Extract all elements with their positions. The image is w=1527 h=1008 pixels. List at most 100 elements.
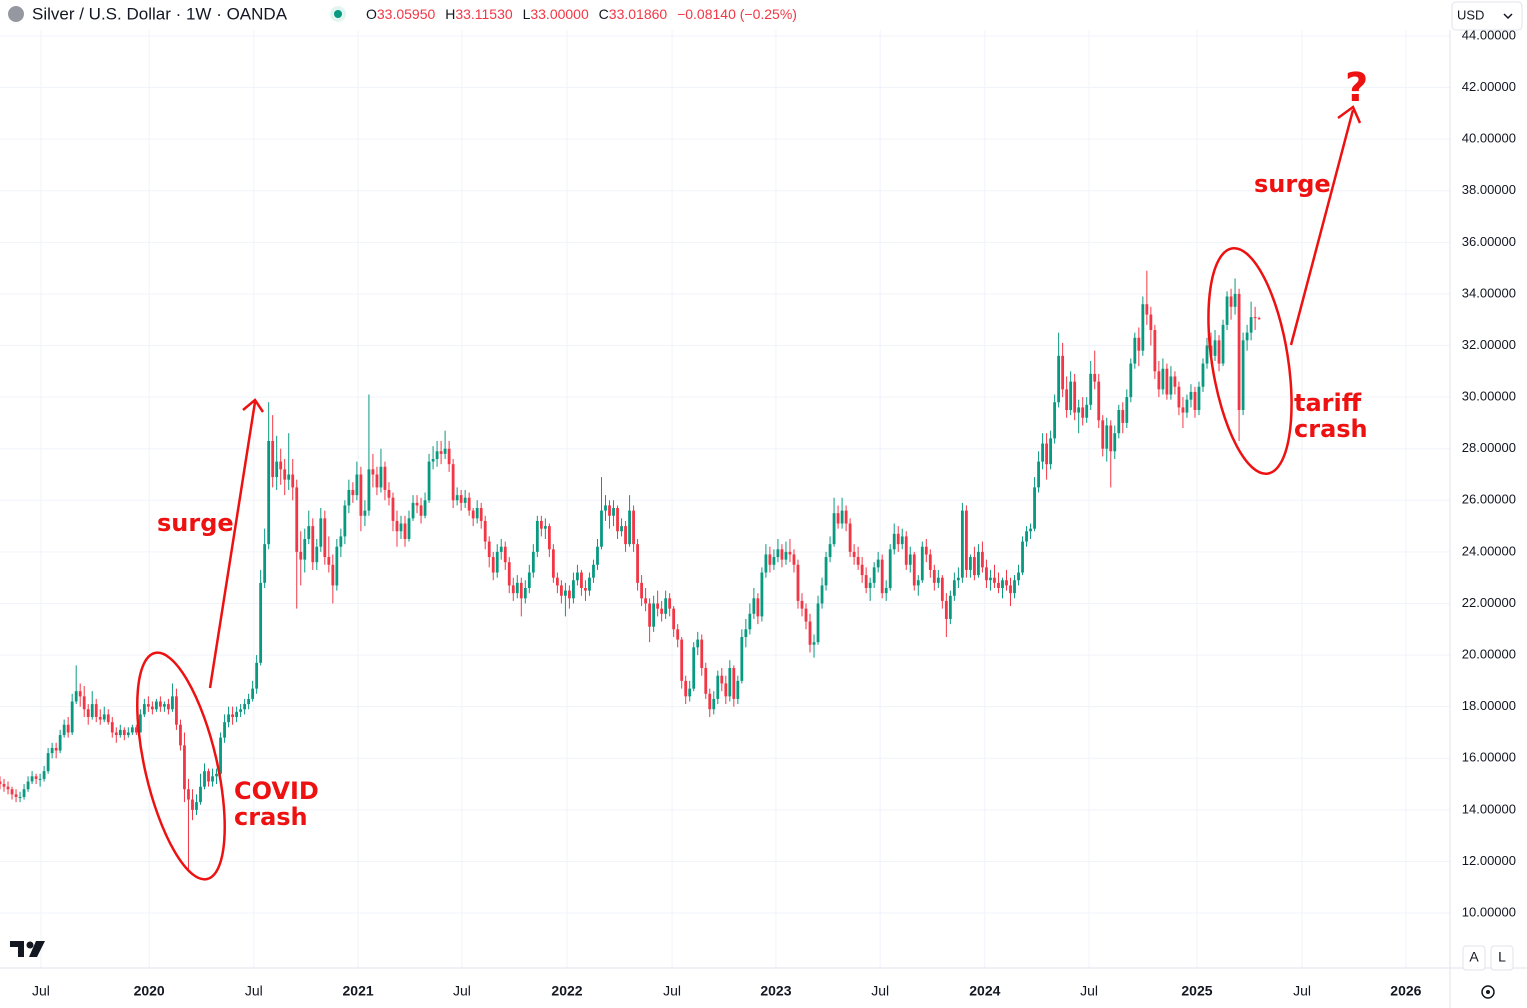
candle-body xyxy=(1165,368,1169,395)
candle-body xyxy=(644,598,648,604)
candle-body xyxy=(920,546,924,581)
logo-part xyxy=(29,941,45,957)
price-scale xyxy=(1450,0,1527,1008)
candle-body xyxy=(940,577,944,601)
y-tick-label: 12.00000 xyxy=(1462,853,1516,868)
auto-button[interactable]: A xyxy=(1469,949,1479,965)
candle-body xyxy=(419,505,423,516)
candle-body xyxy=(664,598,668,614)
candle-body xyxy=(1089,373,1093,405)
candle-body xyxy=(1129,363,1133,398)
button-box[interactable] xyxy=(1462,945,1486,971)
candle-body xyxy=(463,497,467,503)
candle-body xyxy=(740,637,744,681)
change: −0.08140 (−0.25%) xyxy=(677,6,797,22)
candle-body xyxy=(640,582,643,599)
candle-body xyxy=(339,536,343,547)
candle-body xyxy=(291,474,295,488)
x-axis: Jul 2020 Jul 2021 Jul 2022 Jul 2023 Jul 2024 Jul 20… xyxy=(32,983,1422,999)
candle-body xyxy=(1069,381,1073,410)
currency-box[interactable] xyxy=(1451,1,1523,31)
logo xyxy=(10,941,45,957)
candle-body xyxy=(728,667,732,697)
candle-body xyxy=(102,714,106,720)
candle-body xyxy=(315,546,319,563)
candle-body xyxy=(808,621,812,645)
currency-select[interactable]: USD xyxy=(1451,1,1523,31)
annotations: surge COVID crash tariff crash surge ? xyxy=(136,65,1368,881)
candle-body xyxy=(367,469,371,511)
candle-body xyxy=(407,518,411,539)
candle-body xyxy=(387,489,391,498)
candle-body xyxy=(94,704,98,717)
candle-body xyxy=(744,629,748,638)
candle-body xyxy=(6,786,10,790)
candle-body xyxy=(712,698,716,710)
candle-body xyxy=(435,451,439,460)
candle-body xyxy=(82,696,86,710)
candle-body xyxy=(1077,407,1081,413)
candle-body xyxy=(359,474,363,516)
candle-body xyxy=(487,541,491,558)
candle-body xyxy=(824,557,828,586)
candle-body xyxy=(960,510,964,578)
candle-body xyxy=(1085,404,1089,418)
candle-body xyxy=(403,523,407,539)
candle-body xyxy=(896,533,900,545)
y-tick-label: 24.00000 xyxy=(1462,543,1516,558)
x-tick-label: 2021 xyxy=(343,983,374,999)
candle-body xyxy=(1213,340,1217,356)
candle-body xyxy=(1145,304,1149,315)
candle-body xyxy=(756,598,760,617)
candle-body xyxy=(792,554,796,565)
logo-part xyxy=(26,941,34,949)
candle-body xyxy=(559,585,563,596)
log-button[interactable]: L xyxy=(1498,949,1506,965)
x-tick-label: Jul xyxy=(245,983,263,999)
annotation: crash xyxy=(234,803,308,831)
candle-body xyxy=(467,497,471,511)
y-tick-label: 18.00000 xyxy=(1462,698,1516,713)
candle-body xyxy=(908,554,912,565)
candle-body xyxy=(1185,399,1189,413)
candle-body xyxy=(724,683,728,697)
candle-body xyxy=(1105,425,1109,449)
candle-body xyxy=(1245,332,1249,341)
candle-body xyxy=(98,716,102,720)
candle-body xyxy=(624,526,627,545)
candle-body xyxy=(106,714,110,723)
candle-body xyxy=(564,590,567,596)
candle-body xyxy=(1249,317,1253,333)
candle-body xyxy=(211,776,214,782)
candle-body xyxy=(207,771,210,782)
status-dot xyxy=(334,10,342,18)
candle-body xyxy=(1233,293,1237,307)
candle-body xyxy=(303,538,307,560)
candle-body xyxy=(271,440,275,478)
button-box[interactable] xyxy=(1490,945,1514,971)
candle-body xyxy=(1221,324,1225,364)
logo-part xyxy=(10,941,24,957)
candle-body xyxy=(371,469,375,475)
candle-body xyxy=(580,572,583,589)
settings-icon[interactable] xyxy=(1481,985,1495,999)
candle-body xyxy=(0,781,2,785)
x-tick-label: Jul xyxy=(32,983,50,999)
candle-body xyxy=(1057,355,1061,403)
candle-body xyxy=(969,557,972,570)
candle-body xyxy=(956,577,960,581)
candle-body xyxy=(977,551,980,576)
candle-body xyxy=(10,789,14,795)
candle-body xyxy=(150,706,154,710)
candle-body xyxy=(1009,585,1012,594)
candle-body xyxy=(592,564,595,578)
currency[interactable]: USD xyxy=(1457,7,1484,22)
annotation: tariff xyxy=(1294,389,1362,417)
candle-body xyxy=(451,464,455,501)
candle-body xyxy=(347,489,351,506)
candle-body xyxy=(479,508,483,521)
candle-body xyxy=(447,448,451,465)
candle-body xyxy=(796,564,800,601)
candle-body xyxy=(1121,409,1125,423)
candle-body xyxy=(427,461,431,501)
